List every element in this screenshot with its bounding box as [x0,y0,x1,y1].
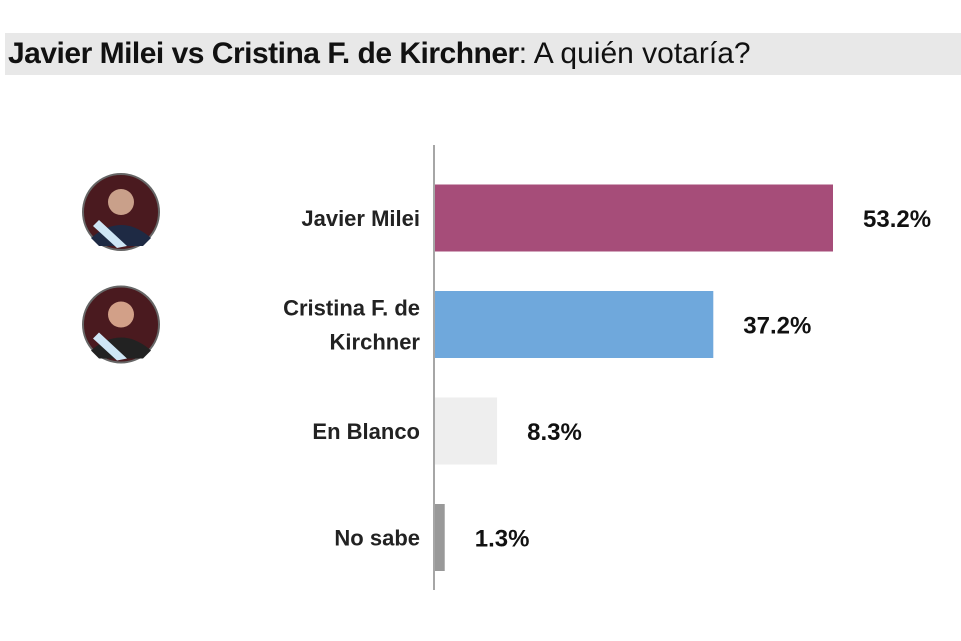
bar [435,504,445,571]
category-label: En Blanco [312,419,420,444]
chart-title-rest: : A quién votaría? [518,37,751,70]
avatar-sash [93,332,127,361]
category-label: No sabe [334,526,420,551]
bar [435,184,833,252]
category-label: Javier Milei [301,206,420,231]
chart-title: Javier Milei vs Cristina F. de Kirchner:… [5,33,961,75]
chart-title-bold: Javier Milei vs Cristina F. de Kirchner [8,37,519,70]
data-label: 37.2% [743,313,811,340]
category-label: Cristina F. de [283,296,420,321]
category-label: Kirchner [330,330,421,355]
avatar-sash [93,220,127,248]
bar [435,397,498,465]
data-label: 1.3% [475,526,530,553]
data-label: 53.2% [863,206,931,233]
avatar-face [108,189,134,215]
bar [435,291,714,358]
avatar-face [108,301,134,328]
data-label: 8.3% [527,419,582,446]
